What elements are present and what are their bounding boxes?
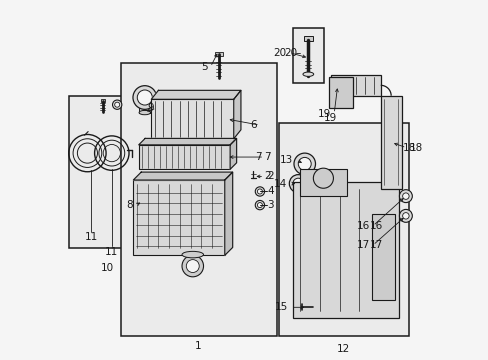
Circle shape [257, 203, 262, 208]
Circle shape [293, 153, 315, 175]
Bar [133, 180, 224, 255]
Circle shape [137, 90, 152, 105]
Ellipse shape [139, 111, 150, 115]
Circle shape [115, 102, 120, 107]
Text: 8: 8 [126, 200, 133, 210]
Circle shape [402, 193, 408, 199]
Polygon shape [151, 90, 241, 99]
Circle shape [298, 157, 310, 170]
Text: 13: 13 [280, 155, 293, 165]
Circle shape [399, 190, 411, 203]
Text: 7: 7 [264, 152, 270, 162]
Text: 9: 9 [147, 103, 153, 113]
Text: 12: 12 [337, 343, 350, 354]
Text: 7: 7 [254, 152, 261, 162]
Bar [139, 145, 230, 169]
Circle shape [133, 86, 156, 109]
Bar [214, 52, 222, 56]
Bar [292, 182, 398, 318]
Text: 11: 11 [105, 247, 118, 257]
Bar [328, 77, 352, 108]
Text: 17: 17 [356, 240, 369, 250]
Text: 3: 3 [266, 200, 273, 210]
Polygon shape [230, 138, 236, 169]
Bar [278, 123, 408, 336]
Bar [121, 63, 276, 336]
Text: 2: 2 [264, 171, 270, 181]
Polygon shape [224, 172, 232, 255]
Circle shape [399, 210, 411, 222]
Bar [300, 169, 346, 196]
Text: 10: 10 [101, 263, 114, 273]
Text: 1: 1 [195, 341, 202, 351]
Bar [292, 28, 324, 83]
Bar [304, 36, 312, 41]
Bar [380, 96, 401, 189]
Text: 4: 4 [266, 186, 273, 197]
Text: 20: 20 [273, 48, 286, 58]
Polygon shape [233, 90, 241, 139]
Circle shape [313, 168, 333, 188]
Ellipse shape [182, 251, 203, 258]
Bar [330, 75, 380, 96]
Bar [151, 99, 233, 139]
Text: 16: 16 [356, 221, 369, 231]
Polygon shape [133, 172, 232, 180]
Text: 19: 19 [317, 109, 330, 119]
Polygon shape [139, 138, 236, 145]
Text: 15: 15 [274, 302, 287, 312]
Circle shape [257, 189, 262, 194]
Text: 6: 6 [250, 120, 257, 130]
Circle shape [289, 175, 306, 193]
Circle shape [317, 172, 328, 184]
Text: 5: 5 [201, 62, 207, 72]
Circle shape [402, 213, 408, 219]
Text: 18: 18 [408, 143, 422, 153]
Text: 16: 16 [369, 221, 382, 231]
Circle shape [112, 100, 122, 109]
Text: 14: 14 [273, 179, 286, 189]
Ellipse shape [303, 72, 313, 76]
Circle shape [182, 255, 203, 277]
Text: 19: 19 [323, 113, 337, 123]
Bar [69, 96, 149, 248]
Text: 11: 11 [84, 232, 98, 242]
Text: 20: 20 [284, 48, 297, 58]
Text: 2: 2 [266, 171, 273, 181]
Circle shape [255, 187, 264, 196]
Bar [139, 98, 150, 113]
Bar [371, 214, 394, 300]
Bar [101, 99, 105, 102]
Circle shape [292, 178, 303, 189]
Text: 18: 18 [402, 143, 415, 153]
Text: 17: 17 [369, 240, 382, 250]
Circle shape [255, 201, 264, 210]
Circle shape [186, 260, 199, 273]
